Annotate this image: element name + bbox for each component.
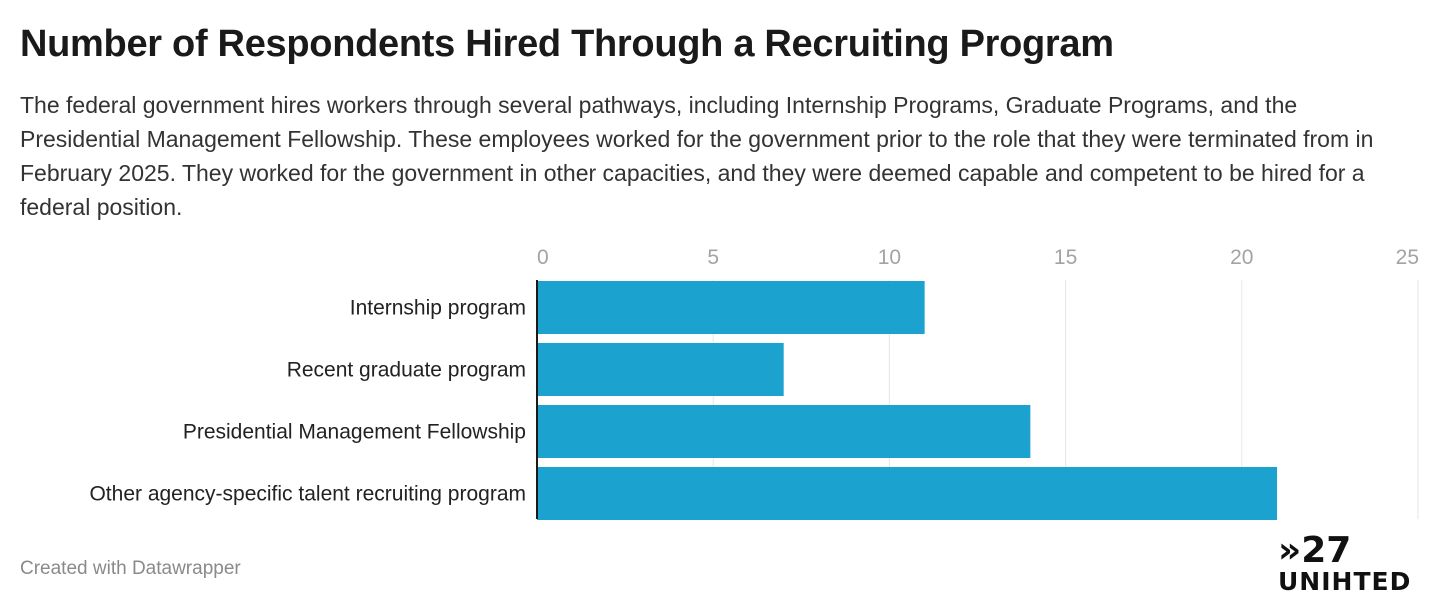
category-label: Recent graduate program <box>287 359 526 382</box>
chart-title: Number of Respondents Hired Through a Re… <box>20 23 1114 65</box>
category-label: Other agency-specific talent recruiting … <box>89 483 526 506</box>
x-tick-label: 25 <box>1396 246 1419 269</box>
brand-logo: »27 UNIHTED <box>1278 533 1428 597</box>
category-label: Presidential Management Fellowship <box>183 421 526 444</box>
bar <box>537 467 1278 520</box>
logo-wordmark: UNIHTED <box>1278 567 1412 596</box>
bar-chart: 0 5 10 15 20 25 Internship program Recent gradu… <box>89 246 1419 520</box>
bar <box>537 281 925 334</box>
x-tick-label: 10 <box>878 246 901 269</box>
x-tick-label: 5 <box>707 246 719 269</box>
category-label: Internship program <box>350 297 526 320</box>
chart-subtitle: The federal government hires workers thr… <box>20 92 1374 220</box>
bar <box>537 405 1031 458</box>
bar <box>537 343 784 396</box>
x-tick-label: 0 <box>537 246 549 269</box>
x-tick-label: 20 <box>1230 246 1253 269</box>
datawrapper-credit: Created with Datawrapper <box>20 558 241 579</box>
x-tick-label: 15 <box>1054 246 1077 269</box>
logo-number: »27 <box>1278 530 1352 571</box>
